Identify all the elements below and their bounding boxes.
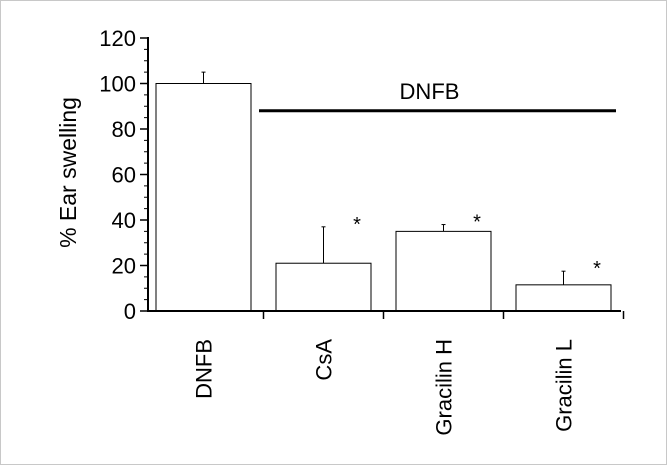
y-tick-label: 80 [112, 117, 136, 142]
category-label: Gracilin H [432, 339, 457, 436]
error-bar [441, 224, 446, 232]
x-axis-category-labels: DNFB CsA Gracilin H Gracilin L [192, 339, 577, 436]
significance-star: * [473, 212, 481, 234]
y-tick-label: 120 [99, 26, 136, 51]
error-bar [201, 71, 206, 84]
bar-dnfb [155, 83, 252, 312]
bars [155, 83, 612, 312]
category-label: DNFB [192, 339, 217, 399]
annotation-label: DNFB [400, 79, 460, 104]
error-bars [201, 71, 566, 285]
y-tick-label: 0 [124, 299, 136, 324]
y-tick-label: 40 [112, 208, 136, 233]
significance-markers: * * * [353, 212, 601, 281]
category-label: CsA [312, 339, 337, 381]
bar-gracilin-l [515, 284, 612, 312]
bar-gracilin-h [395, 230, 492, 312]
significance-star: * [593, 258, 601, 280]
error-bar [561, 270, 566, 285]
y-tick-label: 100 [99, 72, 136, 97]
significance-star: * [353, 214, 361, 236]
y-tick-label: 20 [112, 254, 136, 279]
y-axis-title: % Ear swelling [55, 97, 81, 248]
category-label: Gracilin L [552, 339, 577, 432]
bar-csa [275, 262, 372, 312]
y-axis-ticks: 0 20 40 60 80 100 120 [99, 26, 625, 324]
y-tick-label: 60 [112, 163, 136, 188]
error-bar [321, 226, 326, 264]
